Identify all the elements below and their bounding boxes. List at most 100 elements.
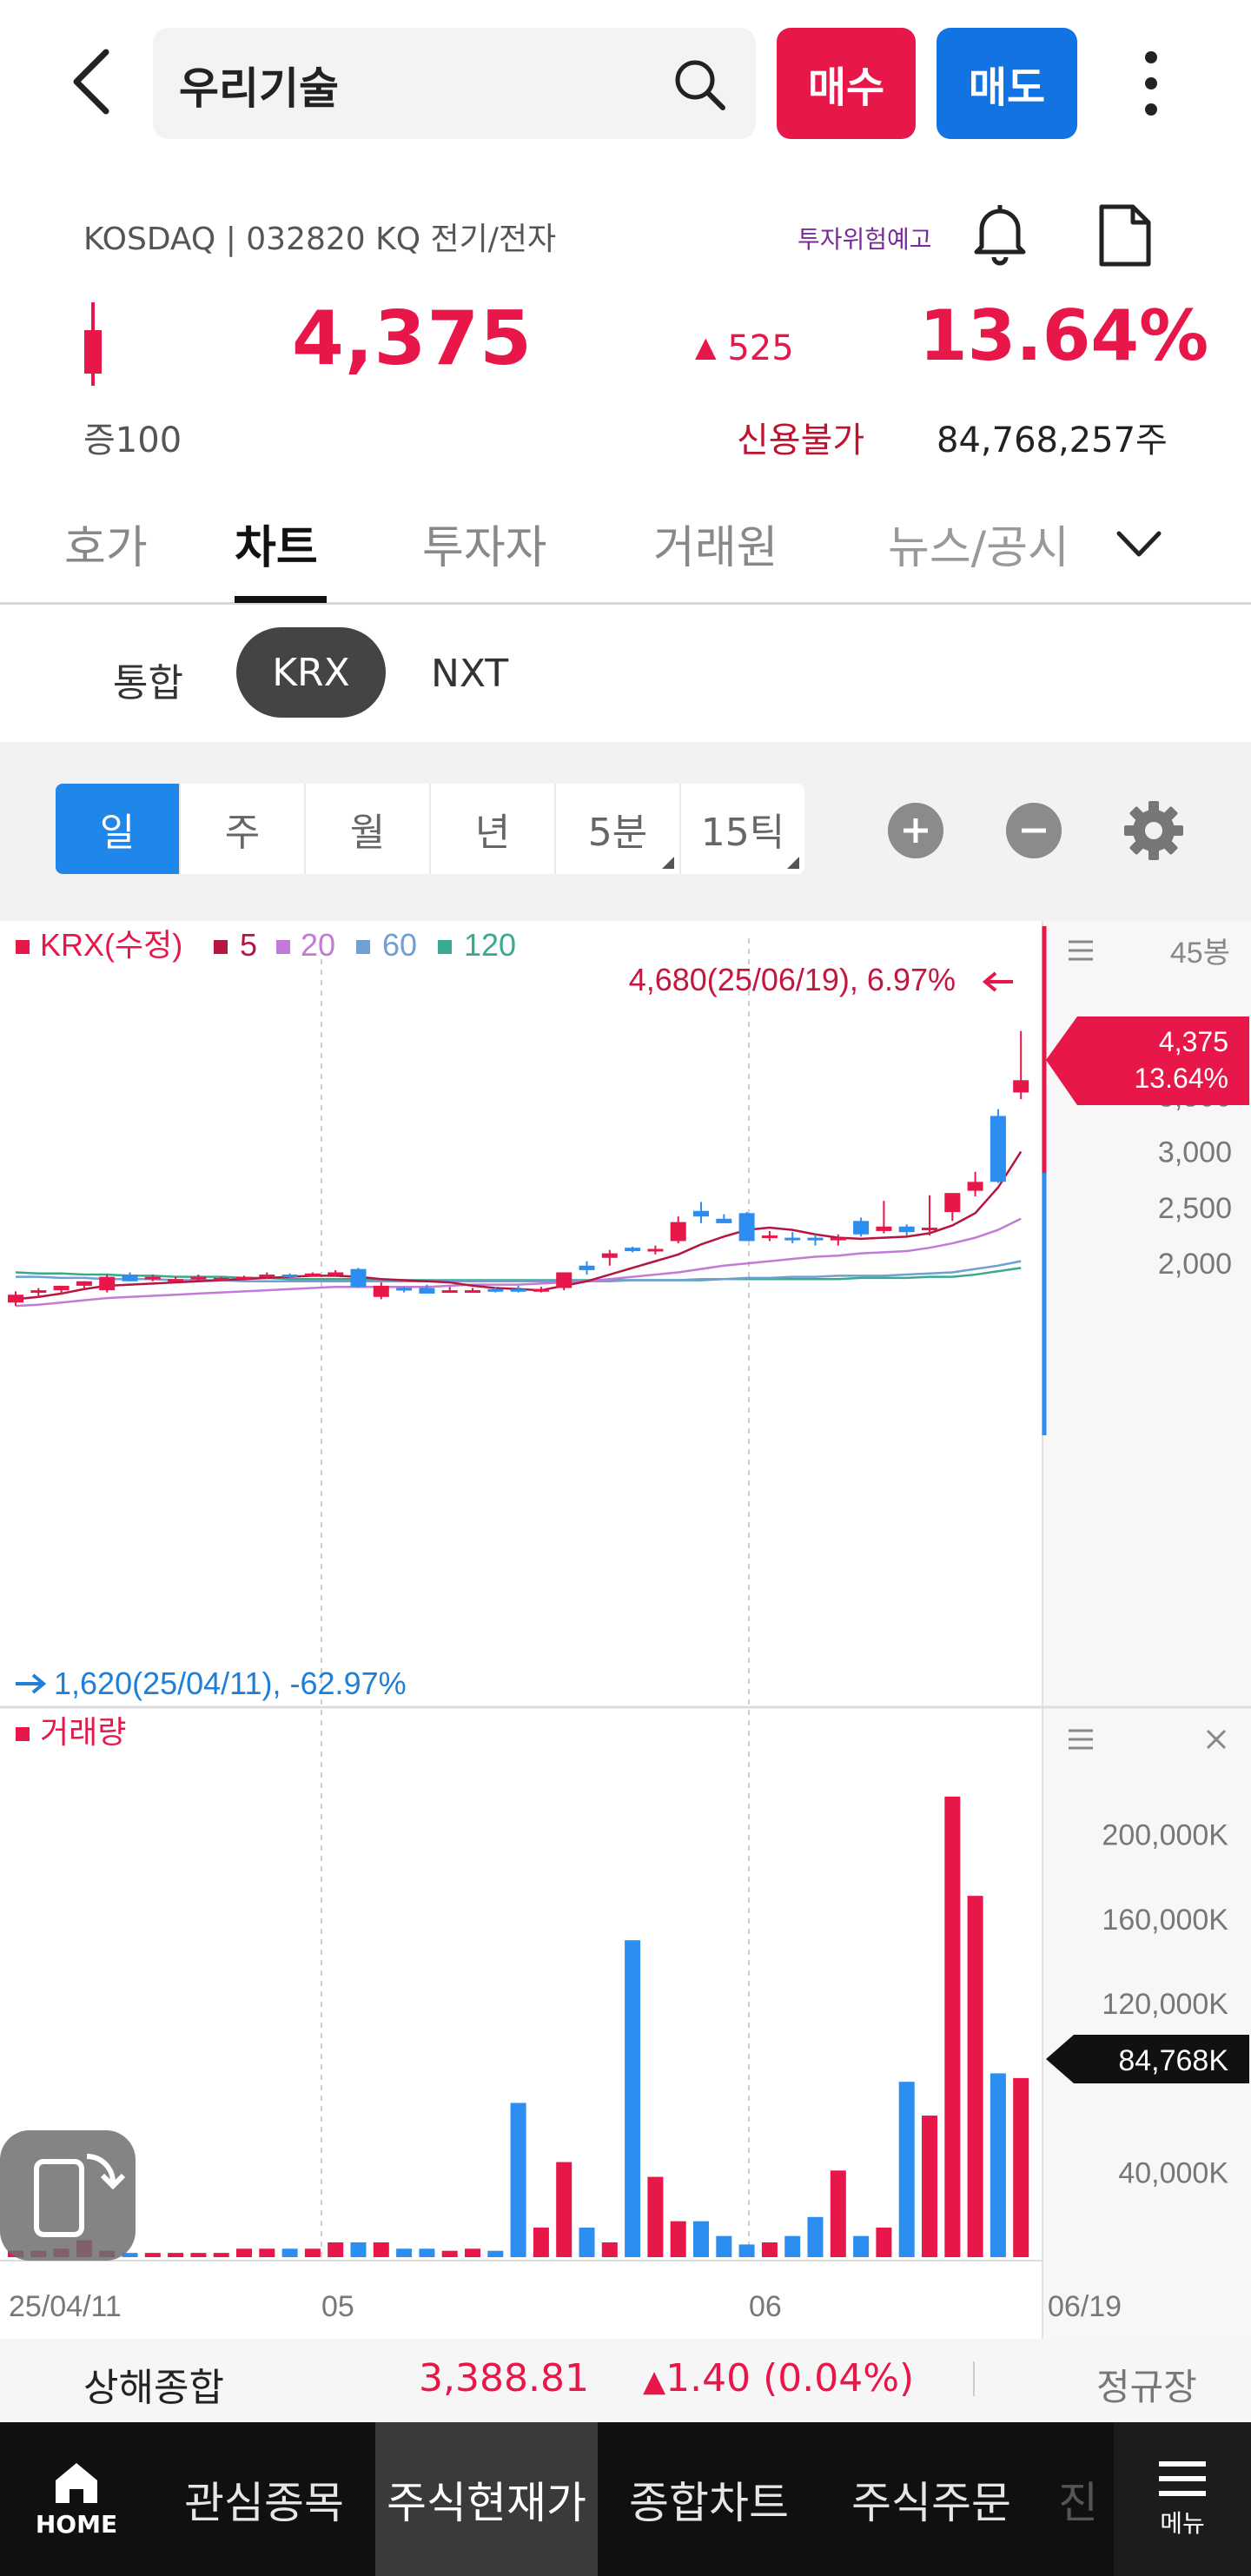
volume-bar	[990, 2073, 1006, 2257]
x-axis-label: 06	[749, 2290, 782, 2323]
low-arrow-icon	[16, 1673, 47, 1694]
nav-current-price[interactable]: 주식현재가	[375, 2422, 598, 2576]
period-month-label: 월	[349, 811, 386, 855]
candle-body	[944, 1193, 961, 1213]
investment-warning-label[interactable]: 투자위험예고	[798, 225, 932, 254]
x-axis-label: 06/19	[1048, 2290, 1122, 2323]
volume-bar	[876, 2227, 892, 2257]
candle-body	[373, 1285, 389, 1297]
candle-body	[259, 1275, 275, 1278]
volume-bar	[807, 2216, 824, 2257]
candle-body	[625, 1248, 641, 1252]
volume-menu-icon[interactable]	[1069, 1729, 1093, 1750]
nav-order[interactable]: 주식주문	[851, 2477, 1011, 2528]
volume-bar	[304, 2248, 321, 2257]
nav-home[interactable]: HOME	[0, 2422, 153, 2576]
x-axis-label: 25/04/11	[9, 2290, 122, 2323]
nav-menu[interactable]: 메뉴	[1114, 2422, 1251, 2576]
candle-body	[396, 1288, 413, 1291]
search-text: 우리기술	[179, 63, 339, 114]
volume-bar	[556, 2162, 573, 2257]
period-5min[interactable]: 5분	[556, 784, 681, 874]
ma20-line	[15, 1217, 1022, 1308]
bell-icon[interactable]	[970, 202, 1030, 266]
chart-menu-icon[interactable]	[1069, 940, 1093, 961]
period-week[interactable]: 주	[181, 784, 306, 874]
tab-chart[interactable]: 차트	[235, 522, 318, 574]
period-year[interactable]: 년	[431, 784, 556, 874]
gear-icon[interactable]	[1122, 799, 1185, 862]
sell-button[interactable]: 매도	[937, 28, 1077, 139]
more-options-icon[interactable]	[1129, 47, 1173, 120]
price-tick-label: 2,500	[1158, 1192, 1232, 1225]
buy-button[interactable]: 매수	[777, 28, 916, 139]
volume-bar	[647, 2176, 664, 2257]
candle-body	[76, 1281, 92, 1286]
volume-bar	[465, 2248, 480, 2257]
x-axis-label: 05	[321, 2290, 354, 2323]
volume-bar	[898, 2082, 915, 2257]
price-tick-label: 2,000	[1158, 1248, 1232, 1281]
candle-body	[761, 1235, 778, 1239]
candle-body	[213, 1277, 229, 1281]
rotate-phone-icon	[34, 2154, 126, 2237]
nav-more-item[interactable]: 진	[1058, 2477, 1098, 2528]
tab-brokers[interactable]: 거래원	[653, 522, 778, 574]
candle-body	[967, 1182, 983, 1191]
period-month[interactable]: 월	[306, 784, 431, 874]
high-arrow-icon	[982, 971, 1013, 992]
candle-body	[876, 1226, 892, 1231]
zoom-out-icon[interactable]	[1006, 803, 1062, 858]
toggle-krx[interactable]: KRX	[236, 627, 386, 718]
tab-investors[interactable]: 투자자	[422, 522, 547, 574]
bottom-navigation: HOME 관심종목 주식현재가 종합차트 주식주문 진 메뉴	[0, 2422, 1251, 2576]
stock-search-box[interactable]: 우리기술	[153, 28, 756, 139]
volume-legend: 거래량	[40, 1714, 126, 1750]
volume-bar	[281, 2248, 298, 2257]
nav-home-label: HOME	[35, 2510, 118, 2539]
price-candles	[8, 1030, 1029, 1307]
volume-bar	[579, 2227, 595, 2257]
tag-percent: 13.64%	[1134, 1063, 1228, 1094]
nav-watchlist[interactable]: 관심종목	[184, 2477, 344, 2528]
zoom-in-icon[interactable]	[888, 803, 943, 858]
close-icon[interactable]	[1206, 1729, 1227, 1750]
volume-tick-label: 200,000K	[1102, 1819, 1228, 1852]
chevron-down-icon[interactable]	[1114, 526, 1164, 561]
index-name: 상해종합	[83, 2366, 224, 2410]
chart-toolbar: 일 주 월 년 5분 15틱	[0, 742, 1251, 921]
volume-tick-label: 120,000K	[1102, 1988, 1228, 2021]
volume-bar	[259, 2248, 275, 2257]
dropdown-corner-icon	[662, 857, 674, 869]
tab-order-book[interactable]: 호가	[64, 522, 148, 574]
volume-current: 84,768K	[1118, 2044, 1228, 2077]
candle-body	[8, 1295, 23, 1303]
nav-chart[interactable]: 종합차트	[629, 2477, 789, 2528]
index-ticker[interactable]: 상해종합 3,388.81 ▲1.40 (0.04%) 정규장	[0, 2339, 1251, 2422]
period-day[interactable]: 일	[56, 784, 181, 874]
stock-chart[interactable]: 4,0003,5003,0002,5002,000200,000K160,000…	[0, 921, 1251, 2339]
tag-price: 4,375	[1159, 1026, 1228, 1057]
candle-body	[556, 1272, 573, 1288]
back-arrow-icon[interactable]	[68, 47, 120, 116]
volume-bar	[784, 2235, 801, 2257]
period-15tick[interactable]: 15틱	[681, 784, 804, 874]
volume-bar	[738, 2244, 755, 2257]
candle-body	[716, 1218, 732, 1223]
rotate-screen-button[interactable]	[0, 2130, 136, 2261]
dropdown-corner-icon	[787, 857, 799, 869]
current-price: 4,375	[292, 295, 533, 382]
search-icon[interactable]	[672, 57, 726, 111]
toggle-nxt[interactable]: NXT	[431, 652, 509, 696]
tab-news[interactable]: 뉴스/공시	[888, 522, 1069, 574]
volume-bar	[144, 2253, 161, 2257]
toggle-integrated[interactable]: 통합	[113, 661, 183, 705]
volume-bar	[373, 2242, 389, 2257]
candle-body	[853, 1221, 870, 1235]
period-selector: 일 주 월 년 5분 15틱	[56, 784, 804, 874]
candle-body	[465, 1290, 480, 1294]
mini-candle-icon	[84, 302, 102, 386]
volume-bar	[122, 2253, 138, 2257]
volume-bar	[625, 1940, 641, 2257]
document-icon[interactable]	[1096, 203, 1154, 268]
